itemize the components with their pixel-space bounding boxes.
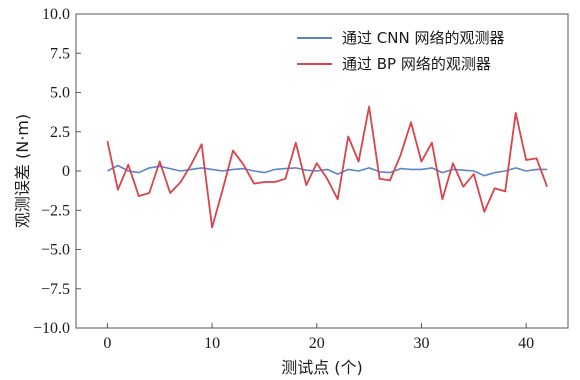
- y-tick-label: −10.0: [33, 320, 70, 337]
- y-tick-label: 10.0: [42, 6, 70, 23]
- y-tick-label: −7.5: [41, 281, 70, 298]
- x-tick-label: 30: [413, 335, 429, 352]
- series-line-cnn: [107, 164, 548, 177]
- y-tick-label: −5.0: [41, 242, 70, 259]
- x-axis: 0 10 20 30 40: [103, 323, 534, 352]
- x-axis-title: 测试点 (个): [281, 358, 363, 377]
- y-tick-label: −2.5: [41, 202, 70, 219]
- legend-label-bp: 通过 BP 网络的观测器: [342, 55, 491, 73]
- series-line-bp: [106, 105, 548, 229]
- legend: 通过 CNN 网络的观测器 通过 BP 网络的观测器: [297, 29, 504, 73]
- y-tick-label: 2.5: [50, 124, 70, 141]
- x-tick-label: 20: [309, 335, 325, 352]
- y-tick-label: 5.0: [50, 85, 70, 102]
- y-axis-title: 观测误差 (N·m): [13, 114, 32, 228]
- x-tick-label: 10: [204, 335, 220, 352]
- series-layer: [106, 105, 548, 229]
- x-tick-label: 40: [518, 335, 534, 352]
- x-tick-label: 0: [103, 335, 111, 352]
- y-tick-label: 7.5: [50, 45, 70, 62]
- y-axis: −10.0 −7.5 −5.0 −2.5 0 2.5 5.0 7.5 10.0: [33, 6, 81, 337]
- legend-label-cnn: 通过 CNN 网络的观测器: [342, 29, 504, 47]
- y-tick-label: 0: [62, 163, 70, 180]
